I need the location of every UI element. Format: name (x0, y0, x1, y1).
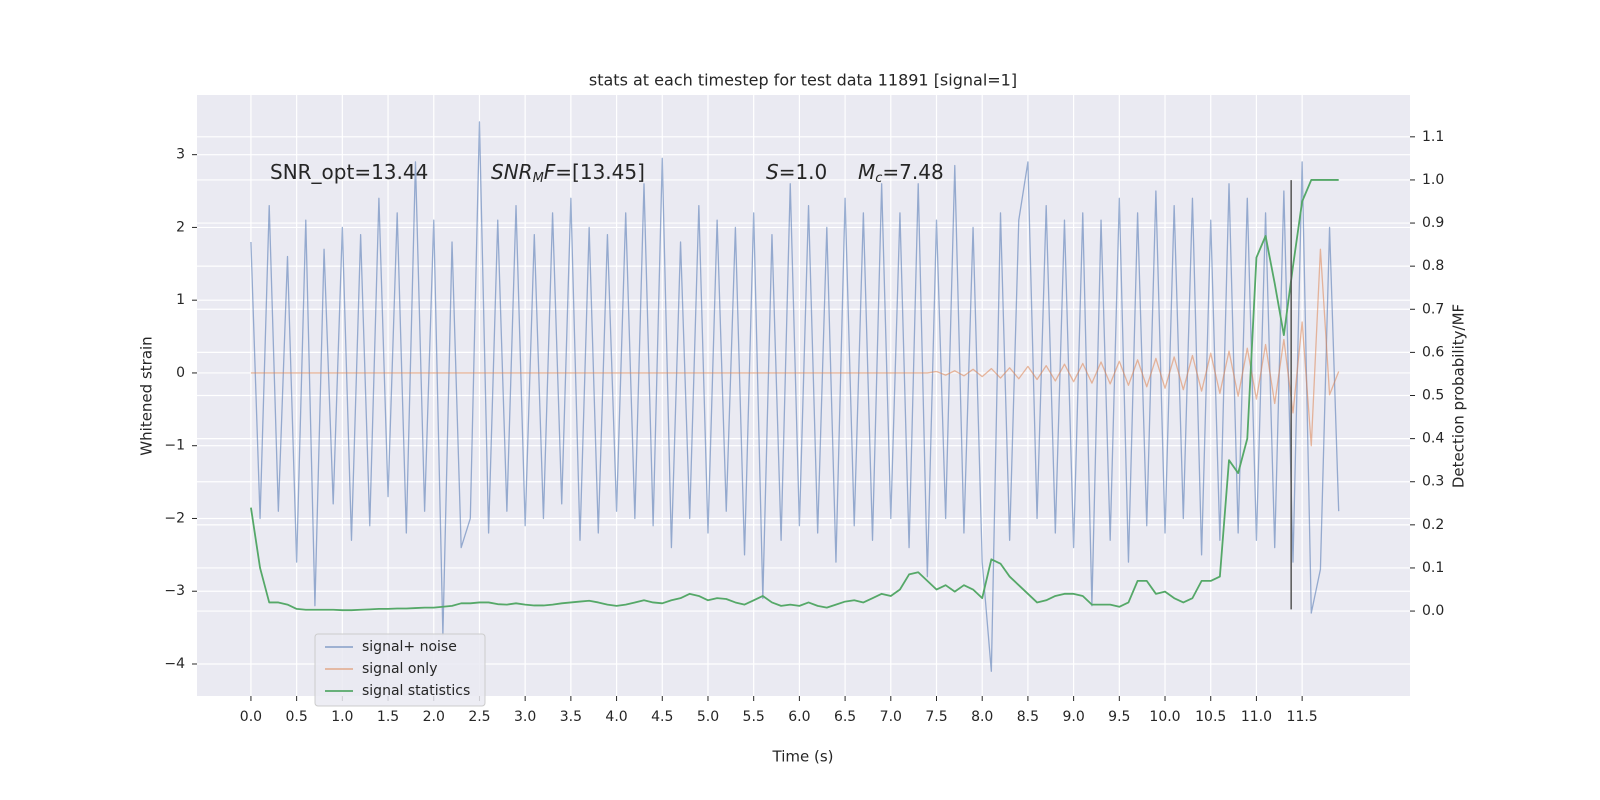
y-tick-label: −1 (164, 438, 185, 454)
x-tick-label: 7.0 (880, 709, 902, 725)
y2-axis-label: Detection probability/MF (1450, 304, 1468, 488)
y2-tick-label: 0.2 (1422, 517, 1444, 533)
y2-tick-label: 0.6 (1422, 344, 1444, 360)
y2-tick-label: 1.0 (1422, 172, 1444, 188)
y-tick-label: −2 (164, 510, 185, 526)
series-line (250, 248, 1340, 447)
chart-title: stats at each timestep for test data 118… (589, 71, 1017, 90)
y2-tick-label: 1.1 (1422, 129, 1444, 145)
y-tick-label: 0 (176, 365, 185, 381)
x-tick-label: 0.5 (286, 709, 308, 725)
annotation-part: =7.48 (882, 160, 943, 184)
x-tick-label: 6.0 (788, 709, 810, 725)
x-tick-label: 4.0 (605, 709, 627, 725)
y-tick-label: 2 (176, 219, 185, 235)
y2-tick-label: 0.1 (1422, 560, 1444, 576)
annotation: S=1.0 (766, 160, 827, 184)
y2-tick-label: 0.3 (1422, 474, 1444, 490)
y2-tick-label: 0.9 (1422, 215, 1444, 231)
annotation-part: =1.0 (779, 160, 828, 184)
series-line (250, 121, 1340, 672)
y2-tick-label: 0.5 (1422, 388, 1444, 404)
x-tick-label: 9.5 (1108, 709, 1130, 725)
legend-box (314, 633, 486, 707)
y-tick-label: 1 (176, 292, 185, 308)
x-tick-label: 8.0 (971, 709, 993, 725)
x-tick-label: 3.5 (560, 709, 582, 725)
annotation: SNR_opt=13.44 (270, 160, 428, 184)
y2-tick-label: 0.4 (1422, 431, 1444, 447)
y-tick-label: −4 (164, 656, 185, 672)
legend: signal+ noise signal only signal statistic… (314, 633, 486, 707)
y-tick-label: 3 (176, 147, 185, 163)
y2-tick-label: 0.0 (1422, 603, 1444, 619)
x-tick-label: 11.0 (1241, 709, 1272, 725)
annotation-part: S (766, 160, 779, 184)
series-line (250, 179, 1339, 612)
x-tick-label: 10.0 (1149, 709, 1180, 725)
y2-tick-label: 0.8 (1422, 258, 1444, 274)
x-tick-label: 1.5 (377, 709, 399, 725)
y-tick-label: −3 (164, 583, 185, 599)
x-axis-label: Time (s) (772, 748, 834, 766)
x-tick-label: 11.5 (1287, 709, 1318, 725)
annotation-part: M (533, 171, 544, 186)
x-tick-label: 3.0 (514, 709, 536, 725)
annotation-part: SNR_opt=13.44 (270, 160, 428, 184)
legend-label: signal only (362, 661, 437, 677)
x-tick-label: 0.0 (240, 709, 262, 725)
annotation-part: M (858, 160, 875, 184)
annotation-part: SNR (491, 160, 533, 184)
x-tick-label: 4.5 (651, 709, 673, 725)
grid (197, 95, 1410, 696)
legend-label: signal+ noise (362, 639, 457, 655)
y-axis-label: Whitened strain (138, 336, 156, 455)
x-tick-label: 10.5 (1195, 709, 1226, 725)
x-tick-label: 6.5 (834, 709, 856, 725)
x-tick-label: 2.0 (423, 709, 445, 725)
annotation-part: F (544, 160, 556, 184)
x-tick-label: 5.0 (697, 709, 719, 725)
x-tick-label: 7.5 (925, 709, 947, 725)
annotation-part: =[13.45] (555, 160, 645, 184)
x-tick-label: 9.0 (1062, 709, 1084, 725)
x-tick-label: 1.0 (331, 709, 353, 725)
legend-label: signal statistics (362, 683, 470, 699)
annotation: Mc=7.48 (858, 160, 944, 186)
x-tick-label: 2.5 (468, 709, 490, 725)
annotation: SNRMF=[13.45] (491, 160, 645, 186)
annotation-part: c (875, 171, 882, 186)
x-tick-label: 5.5 (743, 709, 765, 725)
y2-tick-label: 0.7 (1422, 301, 1444, 317)
x-tick-label: 8.5 (1017, 709, 1039, 725)
